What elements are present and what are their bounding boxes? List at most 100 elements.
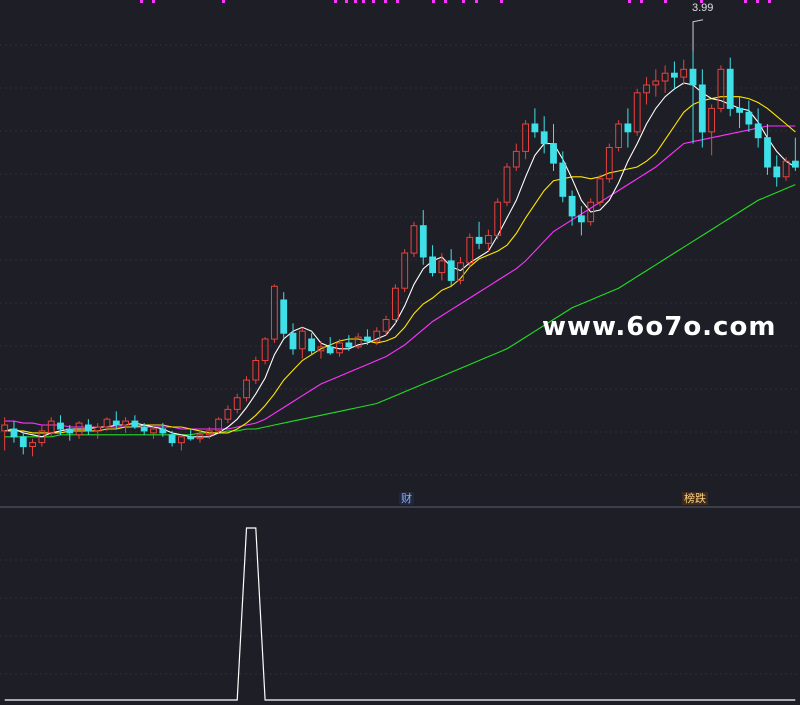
- candle-body-up: [150, 428, 157, 434]
- ma60-line: [4, 184, 796, 438]
- candle: [466, 233, 474, 267]
- candle-body-up: [252, 360, 260, 381]
- candle: [475, 221, 483, 250]
- candle-body-up: [392, 287, 399, 321]
- candle: [289, 323, 297, 355]
- candle-body-up: [522, 123, 530, 152]
- candle-body-down: [568, 195, 576, 217]
- candle-body-up: [94, 426, 102, 432]
- candle-body-down: [540, 131, 548, 145]
- candle: [205, 427, 213, 439]
- candle-body-down: [66, 428, 74, 434]
- candle: [103, 417, 111, 431]
- candle: [633, 88, 641, 136]
- top-signal-mark: [362, 0, 365, 3]
- candle: [392, 284, 399, 324]
- candle: [308, 333, 316, 355]
- candle-body-down: [187, 436, 195, 440]
- candle-body-up: [717, 68, 725, 109]
- candle: [187, 428, 195, 441]
- candle: [494, 198, 502, 240]
- grid-lines: [0, 44, 800, 675]
- candle: [122, 417, 129, 433]
- top-signal-mark: [334, 0, 337, 3]
- candle: [410, 221, 418, 257]
- candle-body-up: [494, 201, 502, 236]
- candle-body-down: [140, 426, 148, 432]
- candle-body-up: [336, 342, 344, 354]
- candle: [112, 411, 120, 429]
- candle: [615, 120, 623, 152]
- candle-body-up: [643, 84, 650, 94]
- top-signal-mark: [462, 0, 465, 3]
- candle: [457, 256, 464, 285]
- candle: [773, 155, 781, 187]
- candle: [419, 210, 427, 265]
- candle-body-down: [19, 436, 27, 448]
- event-tag-ranking-drop[interactable]: 榜跌: [682, 492, 708, 505]
- candle: [754, 108, 762, 148]
- top-signal-mark: [640, 0, 643, 3]
- candle: [159, 423, 167, 437]
- candle-body-down: [447, 260, 455, 281]
- candle: [38, 425, 46, 447]
- top-signal-mark: [444, 0, 447, 3]
- candle: [792, 137, 799, 171]
- candle: [10, 421, 18, 443]
- candle-body-up: [38, 430, 46, 444]
- candle-body-down: [345, 342, 353, 348]
- candle: [764, 124, 771, 175]
- candle: [271, 284, 278, 343]
- ma20-line: [4, 125, 796, 430]
- candle-body-down: [792, 160, 799, 168]
- candle: [298, 327, 306, 359]
- candle-body-down: [131, 420, 139, 428]
- candle-body-up: [1, 424, 9, 432]
- candle-body-down: [112, 420, 120, 426]
- candle: [196, 430, 204, 443]
- candle-body-up: [298, 330, 306, 350]
- candle-body-up: [205, 430, 213, 436]
- candle-body-up: [661, 72, 669, 82]
- top-signal-mark: [384, 0, 387, 3]
- candle: [447, 249, 455, 287]
- candle: [243, 376, 250, 402]
- candle: [698, 69, 706, 148]
- candle-body-up: [633, 92, 641, 133]
- candle-body-up: [652, 80, 660, 86]
- candle: [745, 100, 753, 132]
- candle: [652, 69, 660, 97]
- indicator-subpanel: [4, 527, 796, 701]
- candle-body-down: [578, 215, 585, 223]
- candle: [364, 329, 371, 345]
- candle-body-up: [243, 379, 250, 399]
- candle: [680, 59, 688, 85]
- candle-body-up: [47, 420, 55, 434]
- candle: [261, 337, 269, 365]
- candle: [578, 206, 585, 236]
- candle: [252, 356, 260, 384]
- candle-body-down: [10, 428, 18, 438]
- candle: [336, 339, 344, 357]
- candle: [559, 151, 567, 203]
- candle: [550, 124, 557, 171]
- candle: [522, 120, 530, 160]
- candle-body-up: [261, 338, 269, 361]
- candle: [178, 434, 185, 451]
- candle-body-up: [271, 285, 278, 340]
- candle-body-down: [624, 123, 632, 133]
- candle-body-up: [708, 107, 716, 133]
- candle-body-down: [429, 256, 437, 274]
- top-signal-mark: [664, 0, 667, 3]
- candle-body-up: [382, 319, 390, 332]
- candle: [708, 104, 716, 156]
- candle-body-up: [457, 262, 464, 281]
- event-tag-finance[interactable]: 财: [399, 492, 414, 505]
- candle: [224, 405, 232, 424]
- candle: [66, 425, 74, 441]
- candle-body-down: [754, 123, 762, 139]
- candle: [540, 116, 548, 154]
- candle: [75, 421, 83, 439]
- top-signal-mark: [354, 0, 357, 3]
